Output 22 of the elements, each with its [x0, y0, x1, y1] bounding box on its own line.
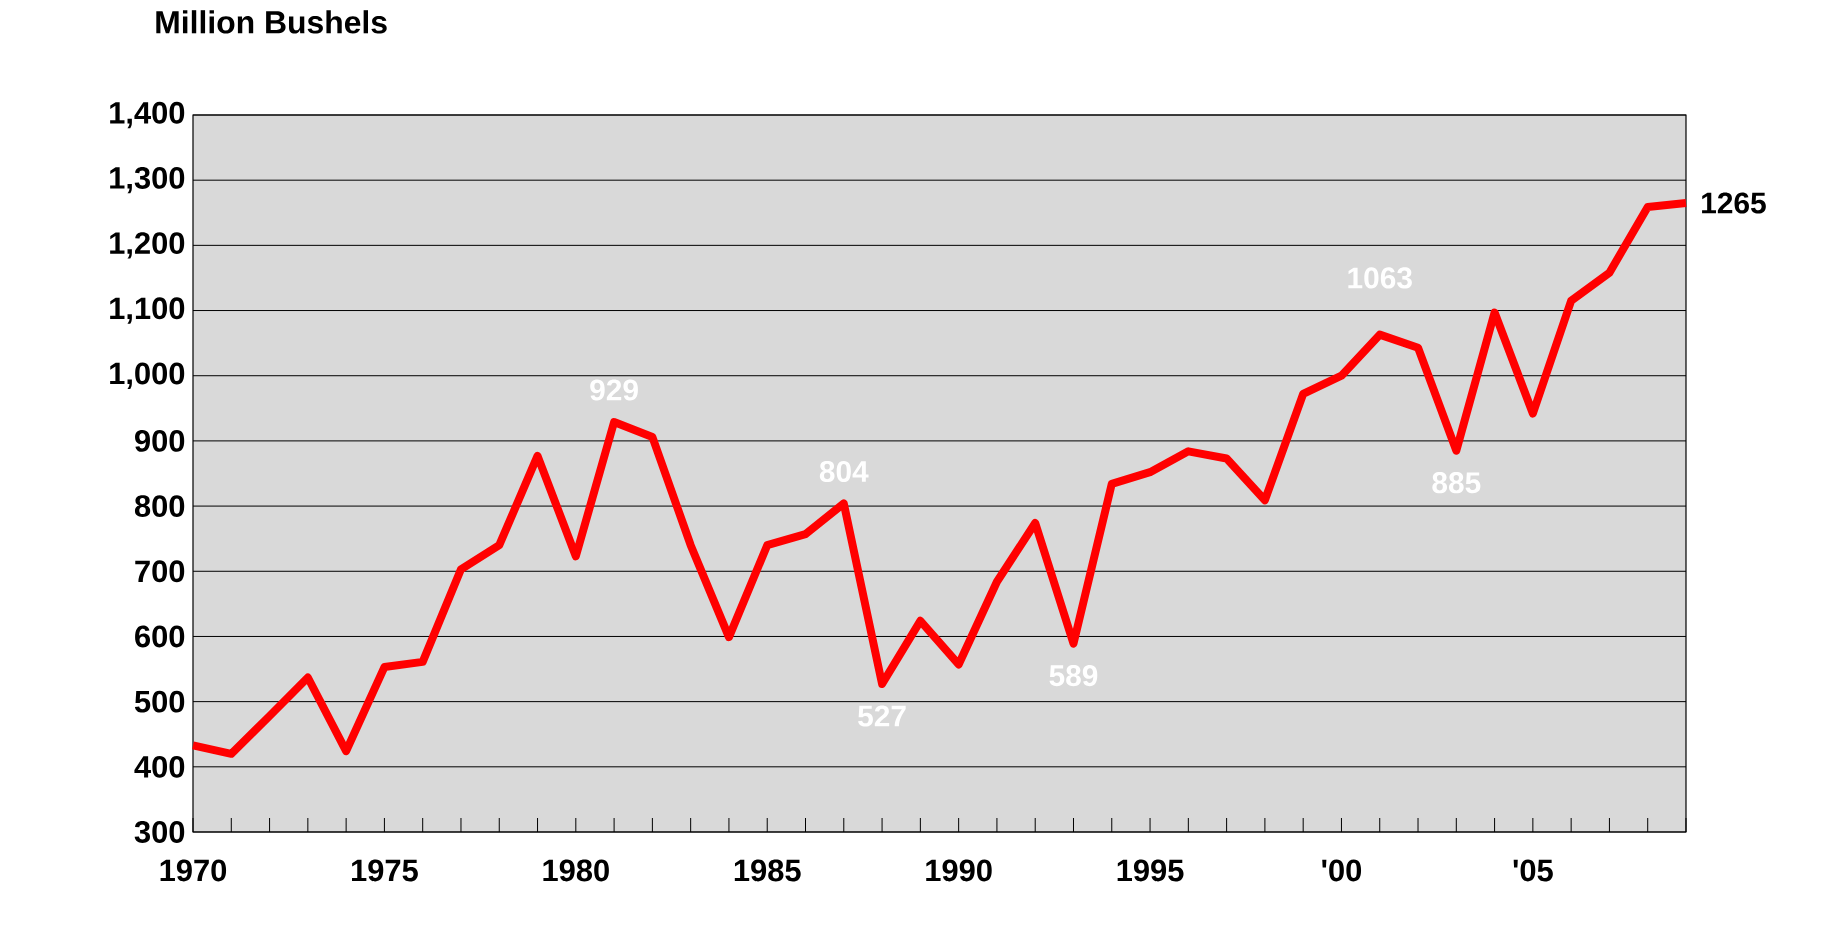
y-tick-label: 1,300	[110, 167, 185, 194]
x-tick-label: 1980	[543, 859, 609, 882]
y-tick-label: 1,100	[110, 297, 185, 324]
y-tick-label: 1,400	[110, 101, 185, 129]
y-tick-label: 300	[134, 821, 185, 843]
y-tick-label: 500	[134, 690, 185, 713]
x-tick-label: 1975	[352, 859, 418, 882]
y-tick-label: 800	[134, 495, 185, 518]
y-tick-label: 400	[134, 755, 185, 778]
y-tick-label: 600	[135, 625, 185, 648]
x-tick-label: 1970	[160, 859, 227, 882]
y-tick-label: 900	[135, 429, 185, 452]
x-tick-label: '00	[1322, 859, 1362, 882]
y-tick-label: 700	[135, 560, 185, 583]
x-tick-label: 1990	[926, 859, 992, 882]
x-tick-label: '05	[1513, 859, 1553, 882]
x-tick-label: 1985	[734, 859, 801, 882]
y-tick-label: 1,200	[110, 232, 185, 259]
y-tick-label: 1,000	[110, 362, 185, 389]
data-label: 1265	[1702, 192, 1766, 214]
x-tick-label: 1995	[1117, 859, 1184, 882]
y-axis-title: Million Bushels	[156, 10, 387, 34]
